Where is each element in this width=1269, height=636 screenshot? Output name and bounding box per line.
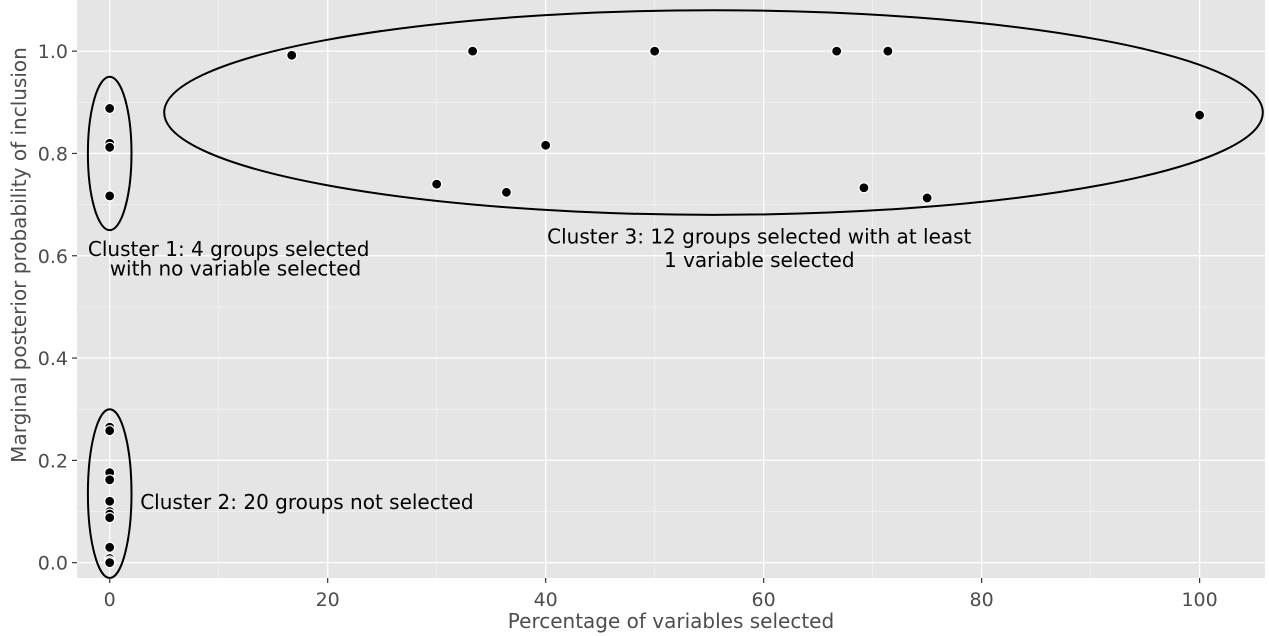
x-tick-label: 0 bbox=[104, 589, 116, 611]
y-axis-title: Marginal posterior probability of inclus… bbox=[7, 47, 31, 463]
x-tick-label: 60 bbox=[752, 589, 776, 611]
data-point bbox=[921, 192, 933, 204]
data-point bbox=[500, 186, 513, 198]
y-tick-label: 0.0 bbox=[38, 553, 68, 575]
x-tick-label: 100 bbox=[1181, 589, 1217, 611]
plot-background bbox=[77, 0, 1265, 578]
data-point bbox=[104, 495, 116, 507]
cluster-1-ellipse bbox=[86, 75, 133, 232]
y-tick-label: 0.8 bbox=[38, 143, 68, 165]
data-point bbox=[286, 49, 298, 61]
cluster-3-ellipse bbox=[163, 9, 1264, 216]
data-point bbox=[858, 182, 870, 194]
y-tick-label: 0.2 bbox=[38, 450, 68, 472]
data-point bbox=[831, 45, 843, 57]
cluster-2-label: Cluster 2: 20 groups not selected bbox=[140, 490, 473, 514]
data-point bbox=[467, 45, 479, 57]
y-axis-ticks: 0.0 0.2 0.4 0.6 0.8 1.0 bbox=[38, 41, 77, 575]
data-point bbox=[104, 190, 116, 202]
minor-gridlines bbox=[77, 0, 1265, 578]
x-axis-ticks: 0 20 40 60 80 100 bbox=[104, 578, 1218, 611]
data-point bbox=[1194, 109, 1206, 121]
data-point bbox=[104, 541, 116, 553]
data-point bbox=[104, 141, 116, 153]
data-point bbox=[540, 139, 552, 151]
x-tick-label: 80 bbox=[970, 589, 994, 611]
data-points bbox=[104, 45, 1206, 569]
data-point bbox=[104, 425, 116, 437]
y-tick-label: 0.6 bbox=[38, 246, 68, 268]
data-point bbox=[104, 102, 116, 115]
cluster-1-label: Cluster 1: 4 groups selected bbox=[88, 237, 370, 261]
data-point bbox=[431, 178, 443, 190]
cluster-1-label: with no variable selected bbox=[110, 257, 362, 281]
y-tick-label: 1.0 bbox=[38, 41, 68, 63]
data-point bbox=[104, 512, 116, 524]
x-tick-label: 20 bbox=[316, 589, 340, 611]
data-point bbox=[104, 557, 116, 569]
cluster-3-label: 1 variable selected bbox=[664, 248, 855, 272]
data-point bbox=[104, 474, 116, 486]
cluster-3-label: Cluster 3: 12 groups selected with at le… bbox=[547, 224, 971, 248]
data-point bbox=[882, 45, 894, 57]
y-tick-label: 0.4 bbox=[38, 348, 68, 370]
x-tick-label: 40 bbox=[534, 589, 558, 611]
data-point bbox=[649, 45, 661, 57]
x-axis-title: Percentage of variables selected bbox=[508, 609, 834, 633]
